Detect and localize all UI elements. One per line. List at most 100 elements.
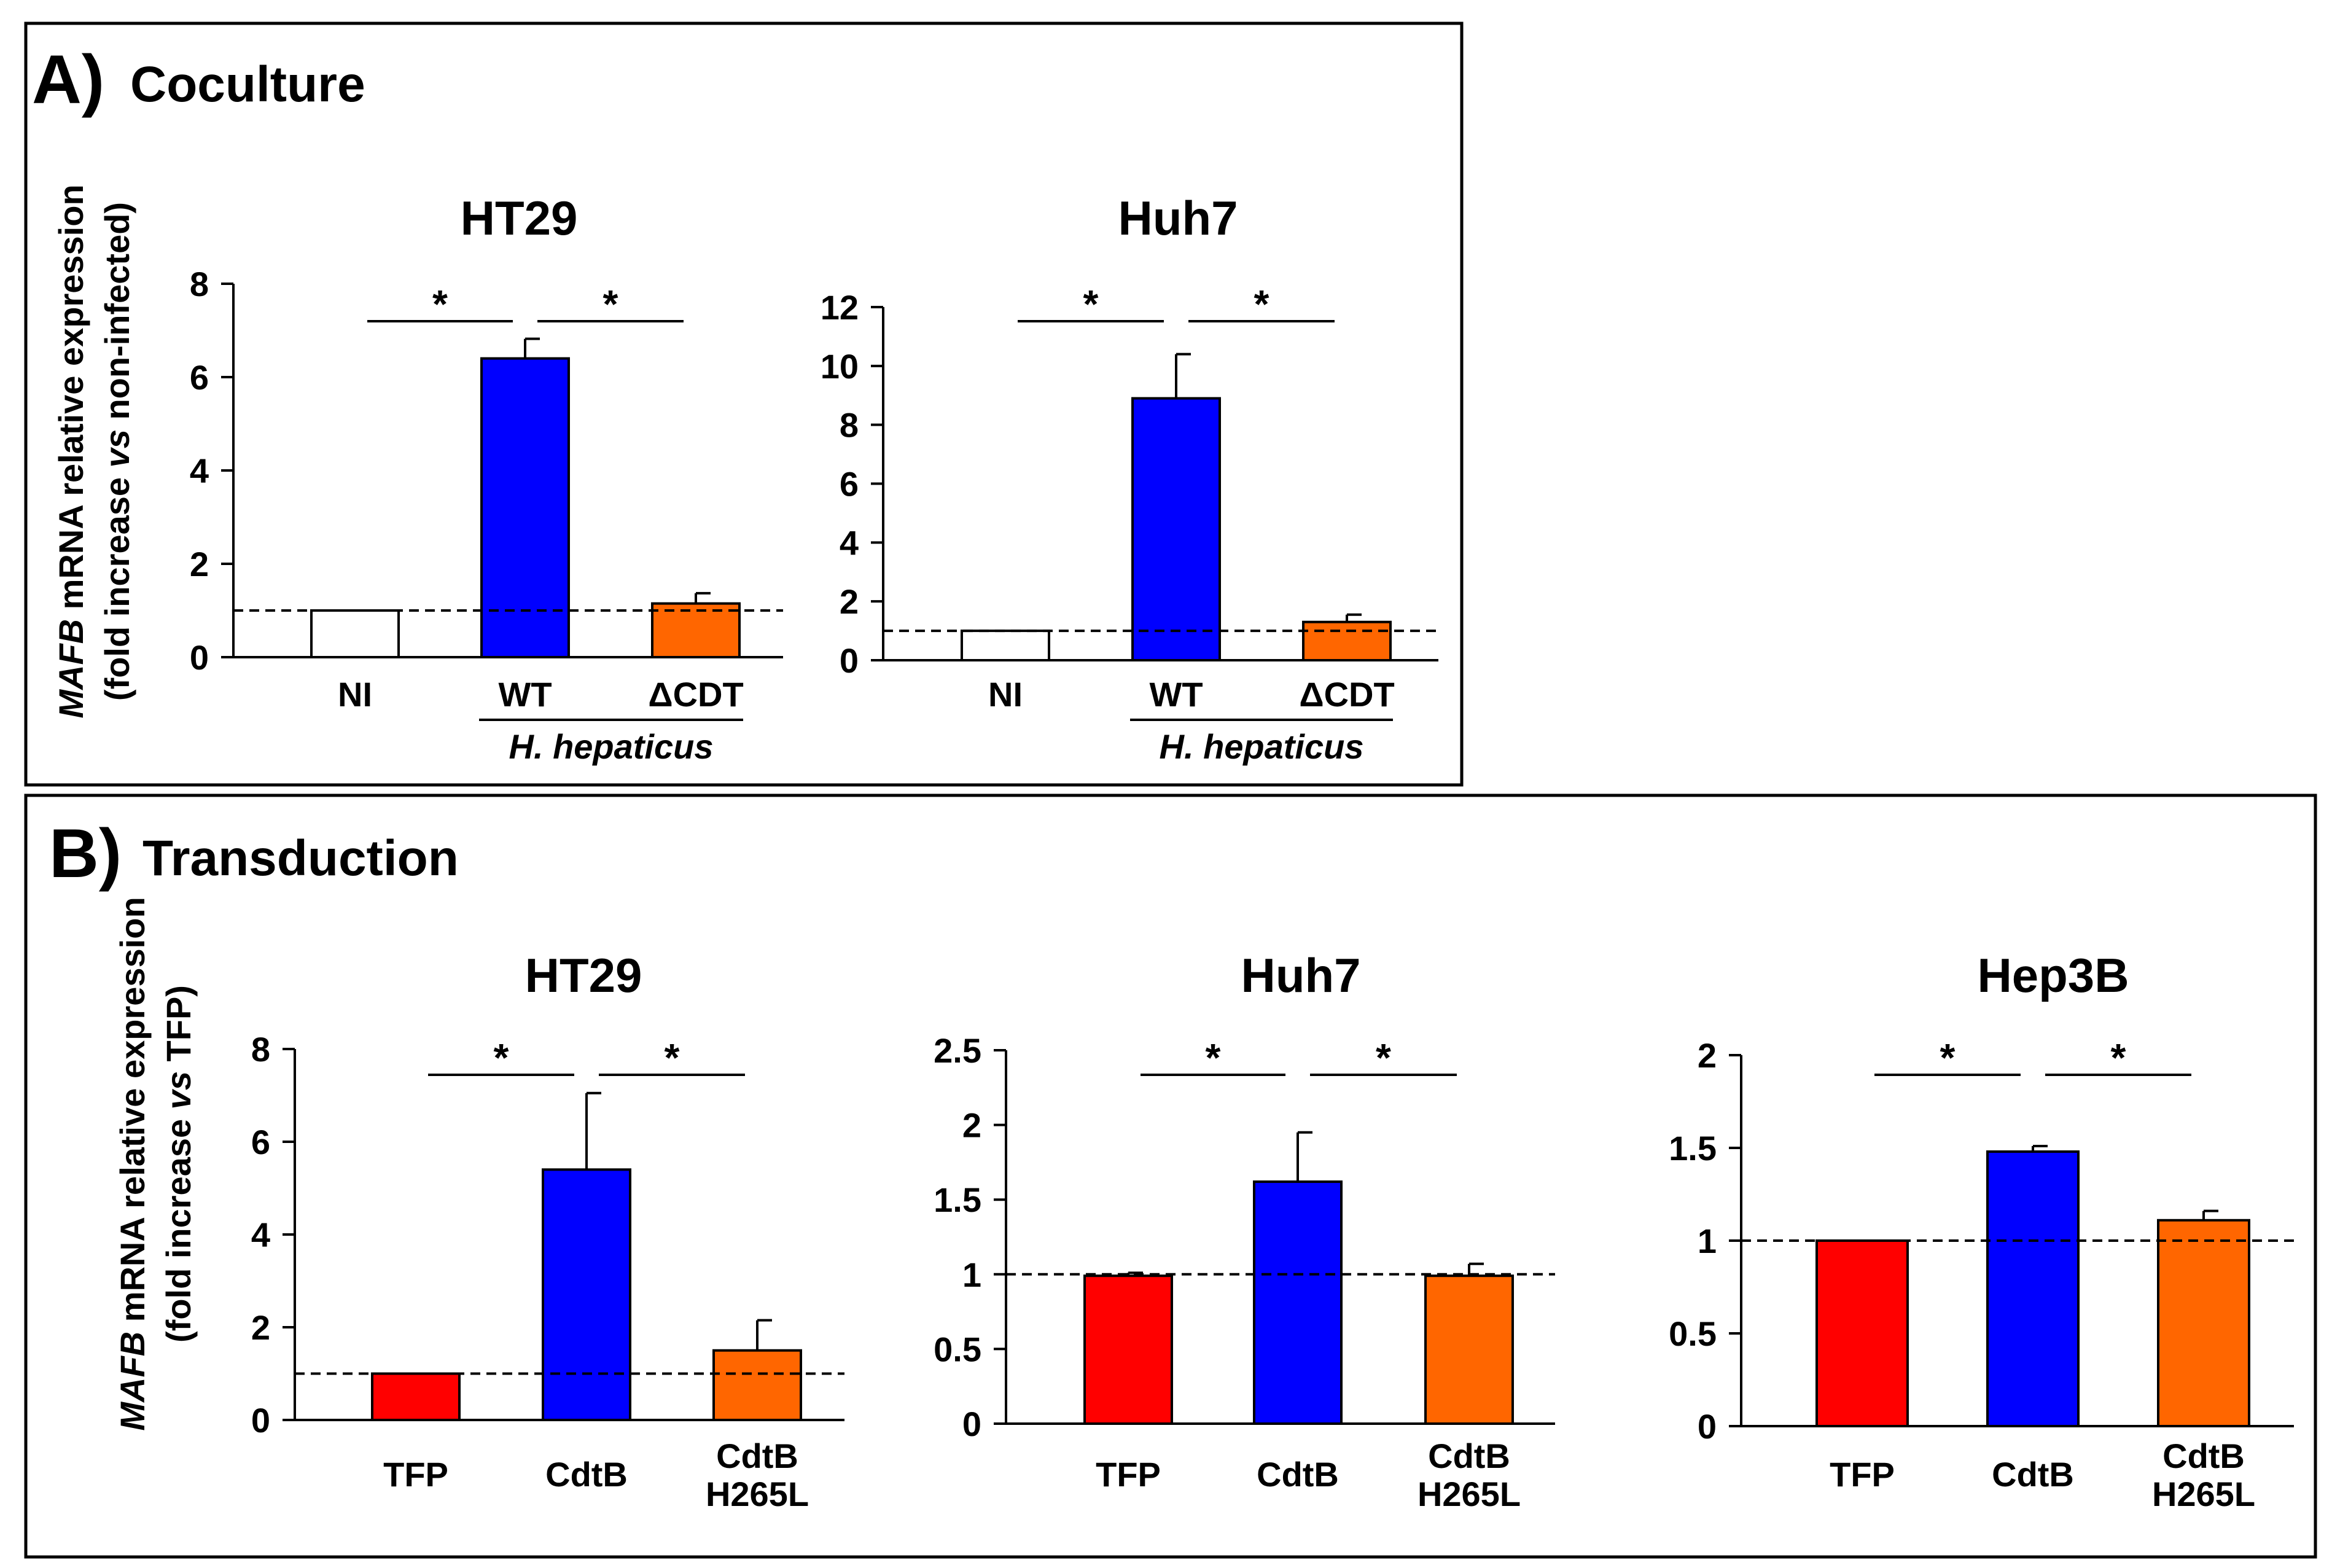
panel-a-ylabel-line2: (fold increase vs non-infected) [98, 202, 136, 701]
y-tick-label: 2 [1698, 1036, 1717, 1075]
significance-star: * [432, 282, 448, 326]
bar-tfp [1083, 1274, 1173, 1425]
y-tick-label: 12 [821, 288, 859, 327]
category-label-line: H265L [1418, 1475, 1521, 1513]
panel-b-ylabel-line2: (fold increase vs TFP) [159, 985, 198, 1343]
bar-ni [961, 630, 1050, 662]
y-tick-label: 8 [190, 265, 209, 303]
y-tick-label: 1 [1698, 1222, 1717, 1260]
category-label-line: CdtB [716, 1437, 798, 1475]
ylabel-gene-b: MAFB [113, 1332, 152, 1431]
panel-b-title: Transduction [142, 830, 459, 886]
bar-cdtb [542, 1168, 631, 1422]
panel-b-letter: B) [49, 815, 122, 892]
ylabel-gene: MAFB [52, 619, 90, 719]
chart-title: Huh7 [1118, 191, 1238, 245]
y-tick-label: 0.5 [934, 1330, 981, 1368]
bar-cdtb [1986, 1150, 2080, 1428]
y-tick-label: 6 [190, 358, 209, 397]
bar-tfp [371, 1372, 461, 1421]
category-label: CdtB [1992, 1455, 2074, 1494]
bar-cdtb-h265l [2157, 1219, 2250, 1428]
y-tick-label: 2 [840, 582, 859, 621]
y-tick-label: 4 [840, 523, 859, 562]
significance-star: * [2111, 1036, 2126, 1080]
category-label-line: WT [1149, 675, 1203, 714]
group-label: H. hepaticus [1160, 727, 1364, 766]
category-label-line: TFP [1830, 1455, 1895, 1494]
category-label-line: NI [338, 675, 372, 714]
y-tick-label: 1.5 [934, 1180, 981, 1219]
panel-b-frame [24, 794, 2317, 1559]
panel-b-ylabel-line1: MAFB mRNA relative expression [113, 897, 152, 1430]
panel-a-ylabel-line1: MAFB mRNA relative expression [52, 184, 90, 718]
y-tick-label: 6 [840, 465, 859, 504]
category-label-line: TFP [1096, 1455, 1161, 1494]
ylabel-line1-rest: mRNA relative expression [52, 184, 90, 619]
y-tick-label: 0.5 [1669, 1314, 1717, 1353]
chart-title: HT29 [525, 948, 642, 1002]
bar-cdtb-h265l [712, 1349, 802, 1421]
category-label-line: WT [498, 675, 552, 714]
category-label-line: CdtB [2162, 1437, 2245, 1475]
ylabel-line2-vs-b: vs [159, 1071, 198, 1109]
charts-layer: HT29 0 2 4 6 8 NI WT ΔCDT H. hepaticus * * Huh7 0 2 4 6 8… [190, 191, 2294, 1513]
significance-star: * [1376, 1036, 1391, 1080]
chart-a-huh7: Huh7 0 2 4 6 8 10 12 NI WT ΔCDT H. hepaticus * * [821, 191, 1438, 766]
category-label: WT [1149, 675, 1203, 714]
ylabel-line2-b: non-infected) [98, 202, 136, 429]
category-label-line: H265L [706, 1475, 809, 1513]
panel-a-letter: A) [32, 41, 104, 118]
category-label-line: ΔCDT [648, 675, 743, 714]
y-tick-label: 2.5 [934, 1031, 981, 1070]
y-tick-label: 1 [962, 1255, 981, 1294]
y-tick-label: 10 [821, 347, 859, 386]
y-tick-label: 0 [251, 1401, 270, 1440]
category-label-line: TFP [383, 1455, 448, 1494]
ylabel-line1-rest-b: mRNA relative expression [113, 897, 152, 1332]
category-label: WT [498, 675, 552, 714]
category-label-line: H265L [2152, 1475, 2255, 1513]
y-tick-label: 0 [190, 638, 209, 677]
chart-title: Huh7 [1241, 948, 1361, 1002]
category-label: TFP [383, 1455, 448, 1494]
category-label-line: CdtB [1992, 1455, 2074, 1494]
category-label: TFP [1830, 1455, 1895, 1494]
y-tick-label: 2 [251, 1308, 270, 1347]
significance-star: * [1940, 1036, 1956, 1080]
chart-a-ht29: HT29 0 2 4 6 8 NI WT ΔCDT H. hepaticus * * [190, 191, 783, 766]
category-label: ΔCDT [648, 675, 743, 714]
significance-star: * [665, 1036, 680, 1080]
bar-cdtb-h265l [1424, 1274, 1514, 1425]
y-tick-label: 8 [251, 1030, 270, 1069]
category-label-line: CdtB [545, 1455, 628, 1494]
bar-tfp [1815, 1239, 1909, 1427]
y-tick-label: 4 [251, 1215, 270, 1254]
bar-δcdt [651, 602, 741, 658]
ylabel-line2-b-b: TFP) [159, 985, 198, 1071]
category-label: CdtB [1257, 1455, 1339, 1494]
bar-wt [1131, 397, 1221, 662]
group-label: H. hepaticus [509, 727, 714, 766]
y-tick-label: 2 [190, 545, 209, 583]
y-tick-label: 6 [251, 1123, 270, 1161]
category-label: CdtB H265L [1418, 1437, 1521, 1513]
significance-star: * [1083, 282, 1099, 326]
category-label: NI [988, 675, 1023, 714]
ylabel-line2-a-b: (fold increase [159, 1109, 198, 1343]
chart-title: Hep3B [1977, 948, 2129, 1002]
bar-ni [310, 609, 400, 658]
y-tick-label: 4 [190, 451, 209, 490]
category-label: ΔCDT [1299, 675, 1394, 714]
y-tick-label: 0 [1698, 1407, 1717, 1446]
y-tick-label: 1.5 [1669, 1129, 1717, 1168]
bar-δcdt [1302, 620, 1392, 661]
category-label-line: NI [988, 675, 1023, 714]
ylabel-line2-vs: vs [98, 429, 136, 467]
panel-a-title: Coculture [130, 57, 365, 112]
category-label: CdtB H265L [706, 1437, 809, 1513]
panel-a-frame [24, 21, 1464, 787]
